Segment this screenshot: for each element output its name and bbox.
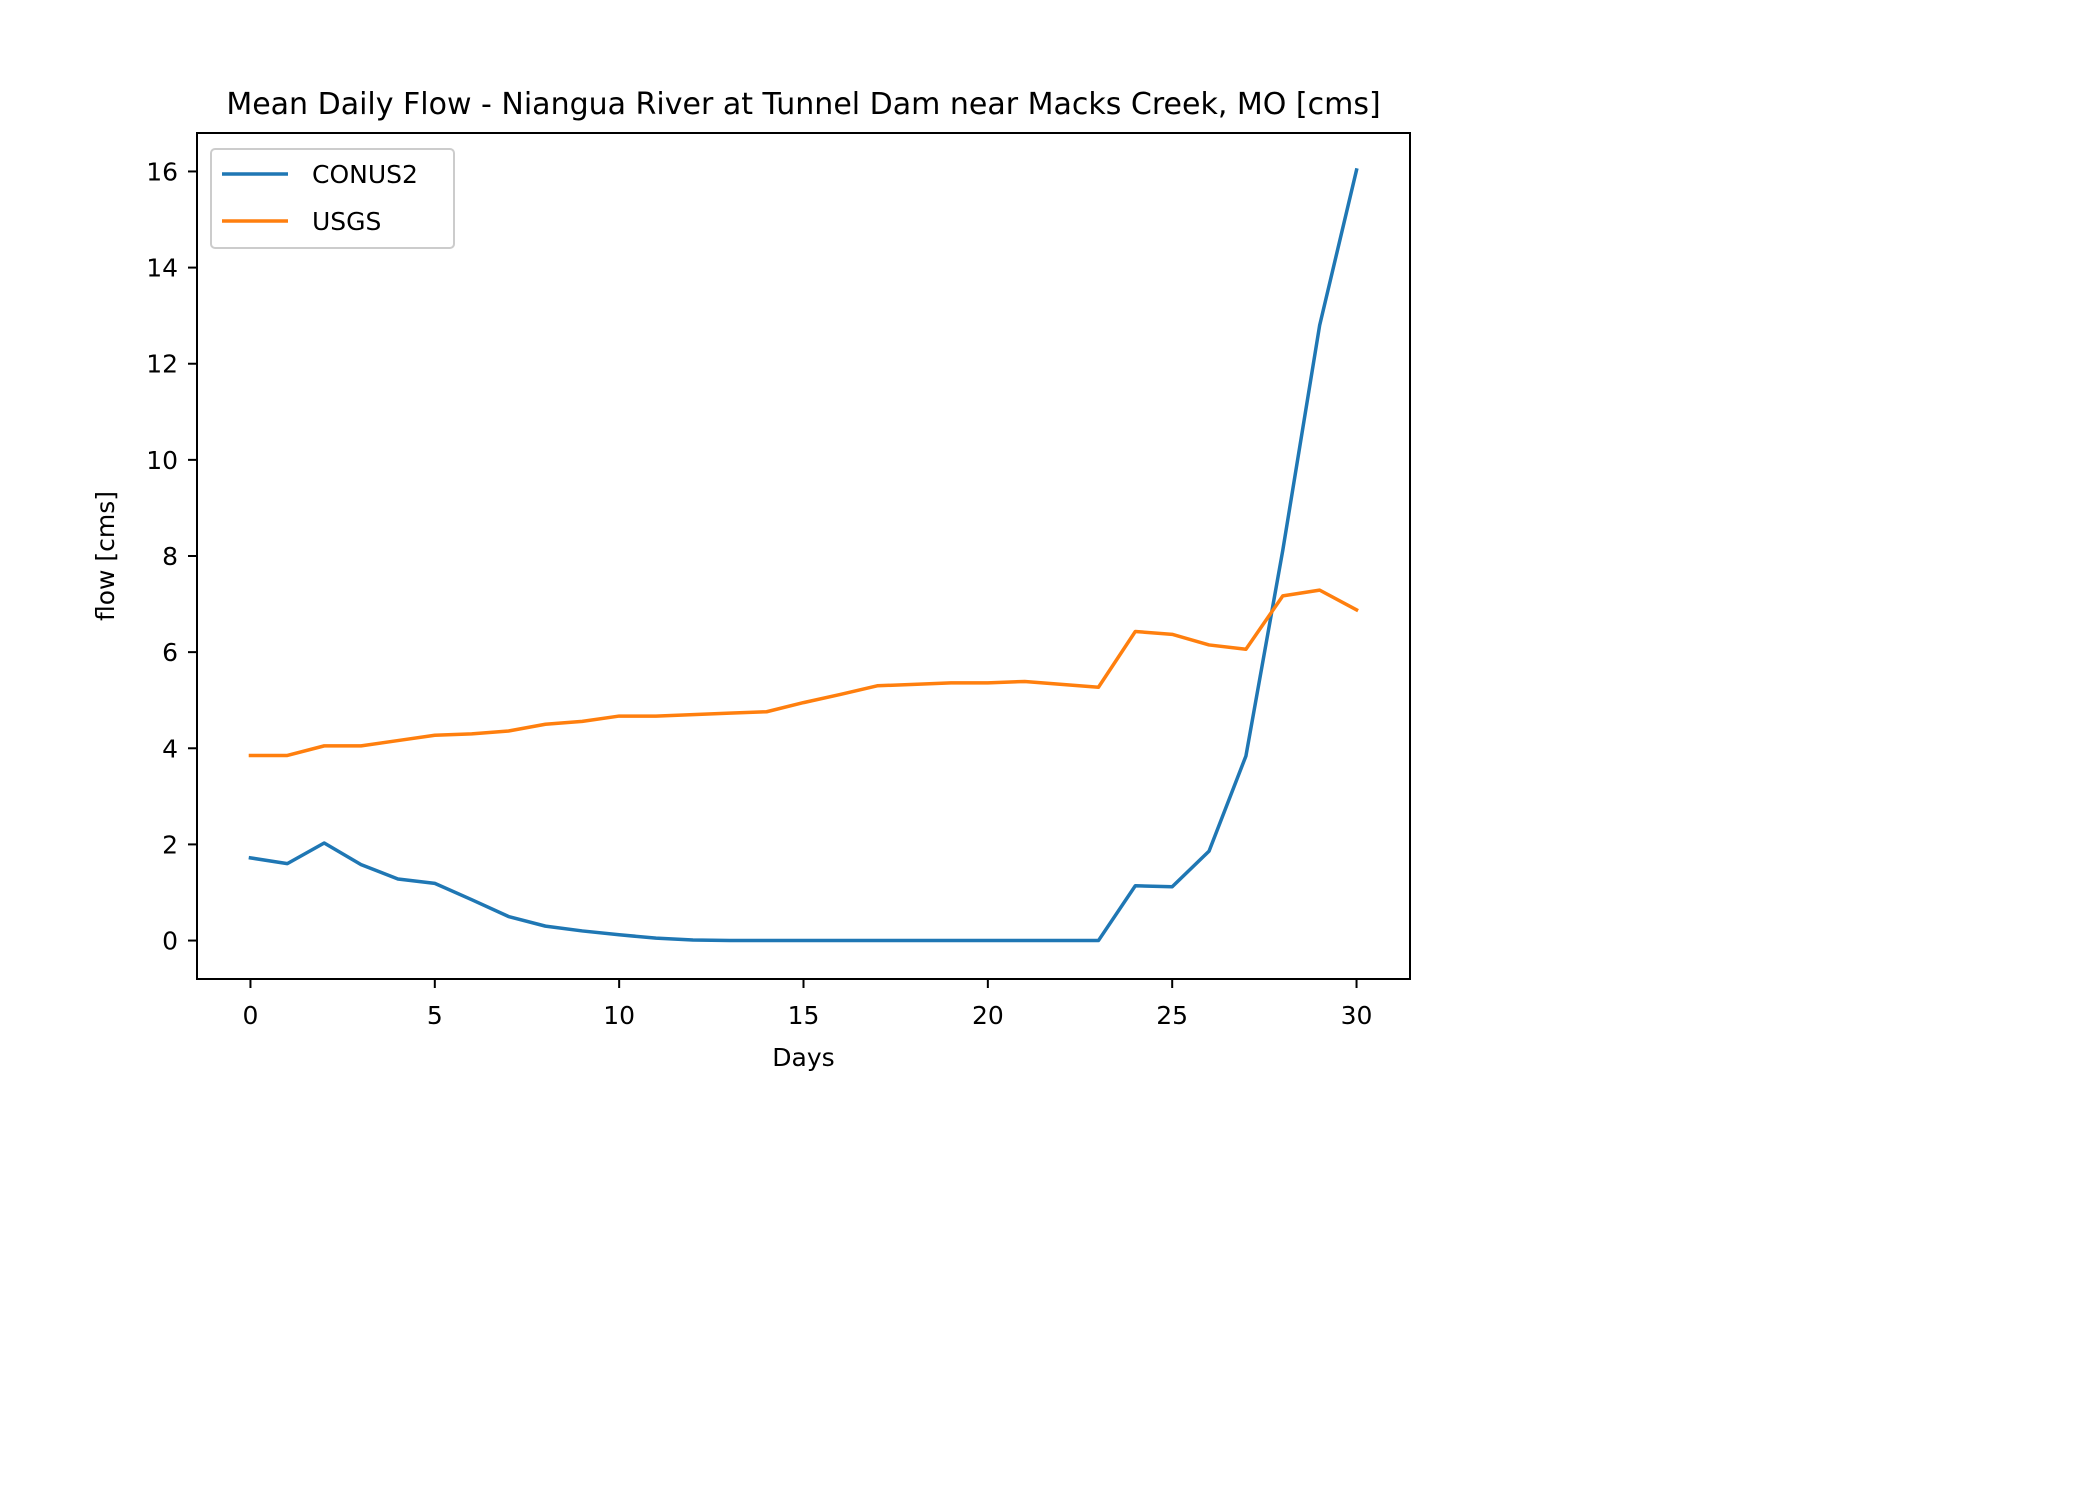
legend-label-conus2: CONUS2 [312,160,418,189]
chart-title: Mean Daily Flow - Niangua River at Tunne… [226,87,1380,122]
y-tick-label: 16 [146,157,178,186]
y-axis-label: flow [cms] [91,491,120,621]
x-tick-label: 30 [1341,1001,1373,1030]
y-tick-label: 6 [162,638,178,667]
x-tick-label: 5 [427,1001,443,1030]
y-tick-label: 14 [146,254,178,283]
x-tick-label: 15 [788,1001,820,1030]
x-tick-label: 0 [243,1001,259,1030]
series-layer [248,167,1359,943]
legend-label-usgs: USGS [312,207,381,236]
y-tick-label: 12 [146,350,178,379]
x-tick-label: 20 [972,1001,1004,1030]
x-tick-label: 10 [603,1001,635,1030]
legend: CONUS2 USGS [210,148,455,249]
y-tick-label: 10 [146,446,178,475]
y-axis: 0 2 4 6 8 10 12 14 16 [146,157,197,956]
y-tick-label: 2 [162,830,178,859]
x-tick-label: 25 [1156,1001,1188,1030]
x-axis: 0 5 10 15 20 25 30 [243,979,1373,1030]
y-tick-label: 0 [162,927,178,956]
y-tick-label: 4 [162,734,178,763]
legend-items: CONUS2 USGS [222,160,418,236]
chart: Mean Daily Flow - Niangua River at Tunne… [91,87,1411,1072]
series-line-conus2 [248,167,1359,943]
y-tick-label: 8 [162,542,178,571]
x-axis-label: Days [772,1043,834,1072]
series-line-usgs [248,588,1359,758]
